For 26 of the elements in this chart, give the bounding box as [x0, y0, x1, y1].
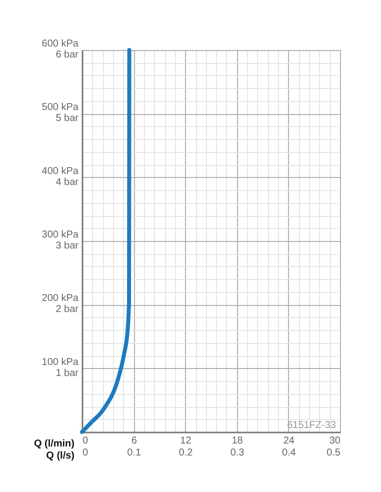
y-tick-label: 500 kPa [42, 102, 79, 114]
x-tick-label: 30 [329, 436, 341, 446]
y2-tick-label: 1 bar [56, 368, 80, 379]
x-tick-label: 12 [180, 436, 192, 446]
x2-tick-label: 0.5 [326, 448, 341, 458]
x-tick-label: 6 [131, 436, 138, 446]
y-tick-label: 100 kPa [42, 356, 79, 368]
y-tick-label: 200 kPa [42, 293, 79, 304]
y2-tick-label: 3 bar [56, 240, 80, 252]
x2-tick-label: 0.1 [127, 448, 142, 458]
y2-tick-label: 6 bar [56, 50, 80, 60]
x2-tick-label: 0 [82, 448, 88, 458]
x-tick-label: 0 [82, 436, 88, 446]
x-tick-label: 18 [232, 436, 244, 446]
y2-tick-label: 2 bar [56, 304, 80, 316]
y-tick-label: 400 kPa [42, 166, 79, 177]
x-axis-title: Q (l/min) [34, 438, 74, 450]
x2-tick-label: 0.3 [230, 448, 245, 458]
x-tick-label: 24 [283, 436, 295, 446]
x2-tick-label: 0.4 [282, 448, 296, 458]
y2-tick-label: 4 bar [56, 176, 80, 188]
y-tick-label: 600 kPa [42, 38, 79, 50]
y-tick-label: 300 kPa [42, 230, 79, 240]
x2-tick-label: 0.2 [178, 448, 194, 458]
x2-axis-title: Q (l/s) [46, 450, 74, 462]
y2-tick-label: 5 bar [56, 113, 80, 124]
